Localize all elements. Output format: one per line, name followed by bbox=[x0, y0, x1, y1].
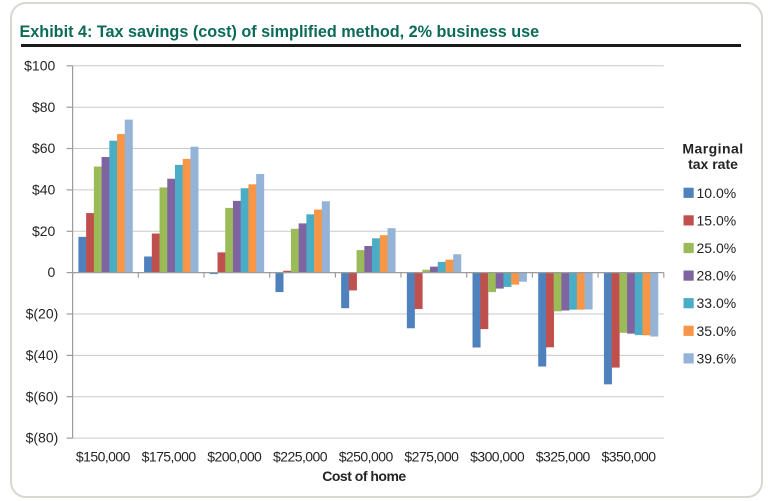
svg-text:$80: $80 bbox=[32, 99, 56, 115]
svg-text:33.0%: 33.0% bbox=[697, 295, 737, 311]
svg-text:tax rate: tax rate bbox=[688, 156, 738, 172]
svg-text:39.6%: 39.6% bbox=[697, 350, 737, 366]
svg-text:Cost of home: Cost of home bbox=[322, 468, 406, 484]
svg-text:$325,000: $325,000 bbox=[536, 448, 591, 464]
svg-text:$350,000: $350,000 bbox=[602, 448, 657, 464]
svg-text:$150,000: $150,000 bbox=[76, 448, 131, 464]
svg-text:Marginal: Marginal bbox=[682, 141, 743, 157]
svg-text:0: 0 bbox=[48, 264, 56, 280]
svg-text:$(60): $(60) bbox=[26, 388, 59, 404]
svg-text:15.0%: 15.0% bbox=[697, 212, 737, 228]
svg-text:$225,000: $225,000 bbox=[273, 448, 328, 464]
svg-text:28.0%: 28.0% bbox=[697, 268, 737, 284]
svg-text:$(20): $(20) bbox=[26, 306, 59, 322]
svg-text:$(40): $(40) bbox=[26, 347, 59, 363]
svg-text:$250,000: $250,000 bbox=[339, 448, 394, 464]
svg-text:$300,000: $300,000 bbox=[470, 448, 525, 464]
svg-text:$20: $20 bbox=[32, 223, 56, 239]
svg-text:$275,000: $275,000 bbox=[404, 448, 459, 464]
svg-text:$200,000: $200,000 bbox=[207, 448, 262, 464]
svg-text:$40: $40 bbox=[32, 182, 56, 198]
svg-text:35.0%: 35.0% bbox=[697, 323, 737, 339]
svg-text:10.0%: 10.0% bbox=[697, 185, 737, 201]
svg-text:$175,000: $175,000 bbox=[142, 448, 197, 464]
svg-text:25.0%: 25.0% bbox=[697, 240, 737, 256]
svg-text:$(80): $(80) bbox=[26, 430, 59, 446]
svg-text:$100: $100 bbox=[24, 57, 55, 73]
svg-text:$60: $60 bbox=[32, 140, 56, 156]
